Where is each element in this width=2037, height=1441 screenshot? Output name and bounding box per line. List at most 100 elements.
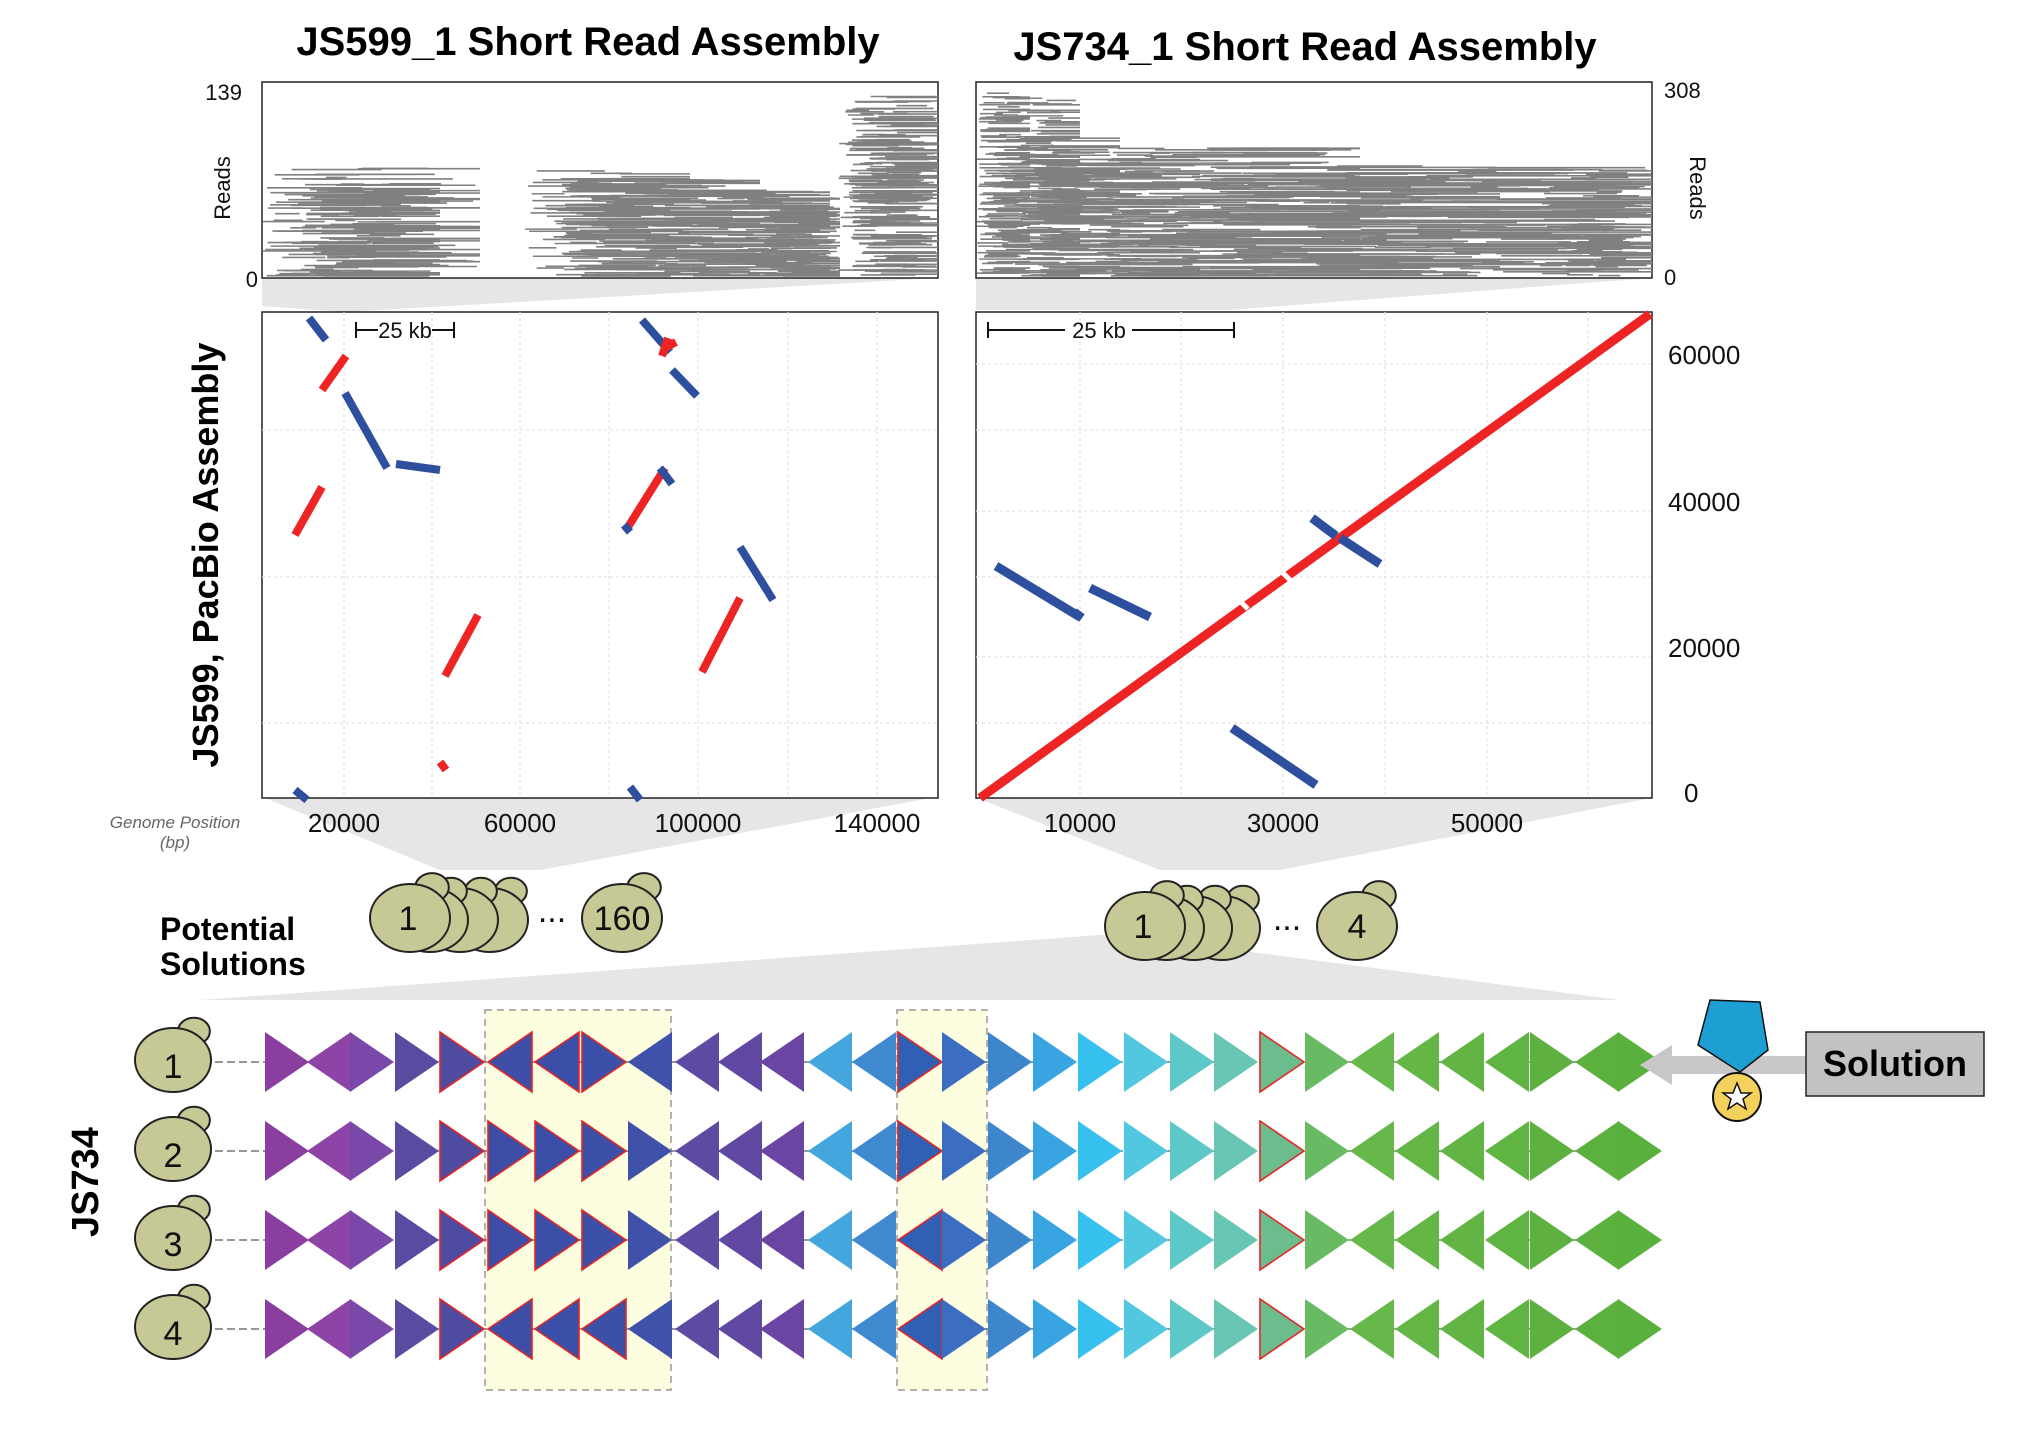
gene-arrow (1395, 1299, 1439, 1359)
gene-arrow (1170, 1299, 1214, 1359)
gene-arrow (1618, 1210, 1662, 1270)
gene-arrow (760, 1210, 804, 1270)
reverse-alignment (656, 465, 676, 487)
population-left-first: 1 (399, 900, 418, 938)
gene-arrow (1350, 1032, 1394, 1092)
gene-arrow (350, 1032, 394, 1092)
right-dot-plot (975, 310, 1653, 802)
population-left-last: 160 (594, 900, 651, 938)
forward-alignment (698, 596, 744, 674)
left-x-tick-4: 140000 (834, 808, 921, 838)
gene-arrow (808, 1210, 852, 1270)
gene-arrow (718, 1210, 762, 1270)
gene-arrow (486, 1030, 533, 1094)
read-lines-right (976, 92, 1652, 277)
gene-arrow (533, 1030, 580, 1094)
gene-arrow (581, 1030, 628, 1094)
reverse-alignment (395, 460, 441, 474)
left-reads-label: Reads (210, 156, 235, 220)
reverse-alignment (305, 315, 330, 343)
gene-arrow (1305, 1032, 1349, 1092)
star-icon (1720, 1080, 1754, 1111)
population-left (369, 872, 663, 953)
gene-arrow (628, 1121, 672, 1181)
gene-arrow (395, 1121, 439, 1181)
gene-arrow (808, 1299, 852, 1359)
gene-arrow (1124, 1210, 1168, 1270)
reverse-alignment (620, 522, 634, 535)
gene-arrow (1618, 1121, 1662, 1181)
row-label-4: 4 (164, 1315, 183, 1353)
gene-arrow (675, 1121, 719, 1181)
grid-right (976, 312, 1652, 798)
gene-arrow (1485, 1121, 1529, 1181)
forward-alignment (318, 353, 350, 393)
gene-arrow (1575, 1210, 1619, 1270)
gene-arrow (1259, 1208, 1306, 1272)
gene-arrow (1124, 1121, 1168, 1181)
reverse-alignment (292, 786, 310, 804)
gene-arrow (533, 1297, 580, 1361)
gene-arrow (1575, 1032, 1619, 1092)
gene-arrow (1530, 1121, 1574, 1181)
gene-arrow (988, 1299, 1032, 1359)
gene-arrow (1350, 1121, 1394, 1181)
gene-arrow (395, 1299, 439, 1359)
gene-arrow (675, 1210, 719, 1270)
right-x-tick-2: 30000 (1247, 808, 1319, 838)
population-left-ellipsis: ... (538, 892, 566, 930)
solution-row (134, 1105, 1662, 1183)
reverse-alignment (1337, 534, 1383, 568)
funnel-solutions (200, 935, 1620, 1000)
gene-arrow (1440, 1210, 1484, 1270)
gene-arrow (534, 1208, 581, 1272)
funnel-left-bottom (265, 798, 931, 870)
gene-arrow (1440, 1299, 1484, 1359)
reverse-alignment (993, 562, 1083, 621)
gene-arrow (1395, 1121, 1439, 1181)
gene-arrow (1485, 1032, 1529, 1092)
gene-arrow (718, 1121, 762, 1181)
gene-arrow (439, 1030, 486, 1094)
gene-arrow (1395, 1210, 1439, 1270)
gene-arrow (1033, 1032, 1077, 1092)
grid-left (262, 312, 938, 798)
gene-arrow (942, 1299, 986, 1359)
population-right-first: 1 (1134, 908, 1153, 946)
gene-arrow (265, 1121, 309, 1181)
forward-alignment (663, 338, 678, 352)
gene-arrow (1259, 1297, 1306, 1361)
reverse-alignment (1229, 724, 1319, 789)
left-dot-plot (261, 311, 939, 804)
gene-arrow (265, 1299, 309, 1359)
gene-arrow (718, 1299, 762, 1359)
solutions-title-line1: Potential (160, 911, 295, 947)
y-axis-label: JS599, PacBio Assembly (185, 343, 226, 768)
gene-arrow (1214, 1299, 1258, 1359)
gene-arrow (1033, 1121, 1077, 1181)
gene-arrow (265, 1032, 309, 1092)
gene-arrow (1530, 1299, 1574, 1359)
forward-alignment (291, 485, 326, 537)
gene-arrow (395, 1032, 439, 1092)
gene-arrow (1305, 1299, 1349, 1359)
gene-arrow (1170, 1121, 1214, 1181)
gene-arrow (1170, 1032, 1214, 1092)
gene-arrow (1033, 1210, 1077, 1270)
right-reads-max: 308 (1664, 78, 1701, 103)
gene-arrow (1530, 1210, 1574, 1270)
gene-arrow (1214, 1210, 1258, 1270)
funnel-left-top (262, 278, 938, 312)
gene-arrow (808, 1121, 852, 1181)
read-lines-left (262, 95, 938, 277)
gene-arrow (897, 1119, 944, 1183)
scale-label-right: 25 kb (1072, 318, 1126, 343)
gene-arrow (487, 1208, 534, 1272)
solution-row (134, 1016, 1662, 1094)
reverse-alignment (341, 391, 391, 470)
yeast-cell-icon (134, 1016, 212, 1093)
gene-arrow (580, 1297, 627, 1361)
gene-arrow (675, 1032, 719, 1092)
gene-arrow (628, 1210, 672, 1270)
gene-arrow (808, 1032, 852, 1092)
